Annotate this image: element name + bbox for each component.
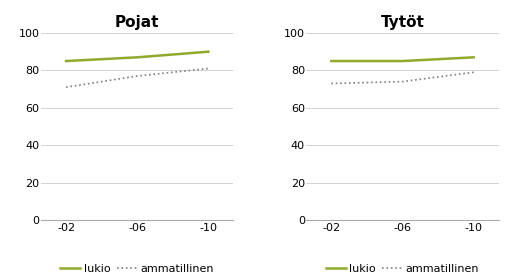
Title: Tytöt: Tytöt	[380, 15, 425, 31]
Legend: lukio, ammatillinen: lukio, ammatillinen	[321, 259, 484, 275]
Title: Pojat: Pojat	[115, 15, 159, 31]
Legend: lukio, ammatillinen: lukio, ammatillinen	[56, 259, 218, 275]
